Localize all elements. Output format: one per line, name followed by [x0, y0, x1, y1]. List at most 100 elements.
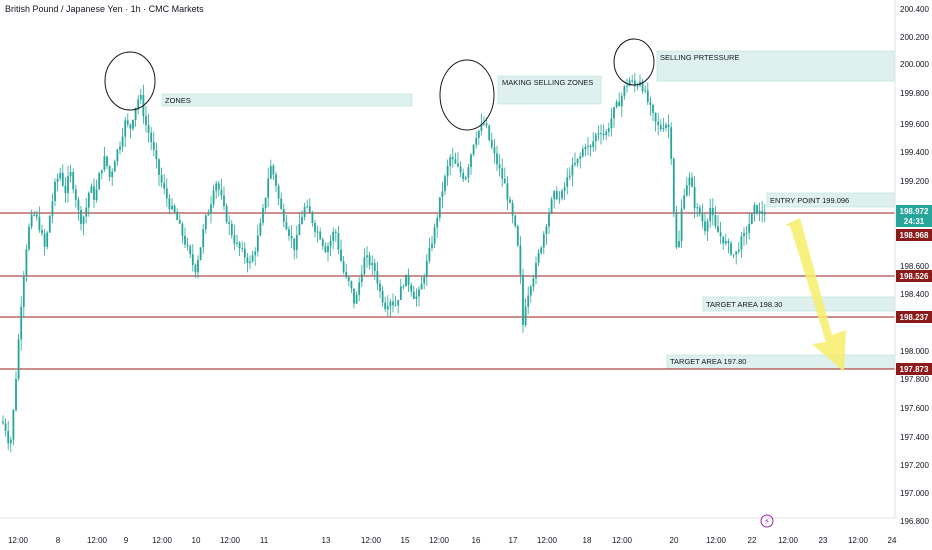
y-tick-label: 198.000: [900, 347, 929, 356]
candle-body: [631, 80, 634, 82]
candle-body: [392, 301, 394, 306]
candle-body: [98, 173, 101, 190]
candle-body: [207, 213, 210, 216]
candle-body: [249, 261, 251, 264]
x-tick-label: 12:00: [537, 536, 558, 545]
x-tick-label: 22: [748, 536, 757, 545]
candle-body: [652, 104, 654, 113]
candle-body: [711, 207, 714, 216]
candle-body: [106, 156, 108, 167]
candle-body: [672, 158, 675, 212]
candle-body: [592, 141, 595, 148]
candle-body: [12, 409, 15, 440]
candle-body: [457, 163, 459, 167]
candle-body: [329, 240, 332, 246]
candle-body: [145, 116, 147, 125]
candle-body: [441, 191, 444, 198]
candle-body: [511, 202, 514, 216]
candle-body: [59, 172, 62, 179]
candle-body: [470, 154, 472, 168]
annotation-zone[interactable]: [497, 75, 602, 105]
candle-body: [706, 221, 709, 232]
candle-body: [155, 149, 158, 160]
candle-body: [691, 177, 693, 187]
candle-body: [423, 277, 426, 284]
x-tick-label: 10: [192, 536, 201, 545]
highlight-circle: [613, 38, 655, 86]
candle-body: [566, 177, 569, 187]
candle-body: [589, 145, 592, 148]
annotation-zone[interactable]: [161, 93, 413, 107]
candle-body: [189, 246, 192, 255]
candle-body: [353, 288, 355, 304]
candle-body: [311, 212, 314, 223]
candle-body: [745, 232, 748, 234]
candle-body: [41, 230, 43, 234]
x-tick-label: 12:00: [848, 536, 869, 545]
candle-body: [626, 85, 628, 87]
candle-body: [451, 157, 454, 160]
candle-body: [475, 138, 478, 145]
candle-body: [732, 254, 735, 256]
candle-body: [373, 263, 376, 272]
candle-body: [750, 213, 753, 224]
candle-body: [269, 165, 272, 179]
candle-body: [763, 213, 766, 215]
candle-body: [433, 227, 436, 244]
candle-body: [724, 241, 727, 244]
y-tick-label: 199.200: [900, 177, 929, 186]
candle-body: [545, 226, 548, 235]
candle-body: [93, 186, 95, 200]
candle-body: [350, 281, 353, 289]
candle-body: [124, 120, 127, 137]
level-price-label: 198.237: [900, 313, 929, 322]
candle-body: [199, 247, 202, 260]
candle-body: [243, 248, 246, 258]
candle-body: [730, 243, 732, 255]
level-price-badge: [896, 270, 932, 282]
candle-body: [646, 90, 649, 102]
x-tick-label: 11: [260, 536, 269, 545]
x-tick-label: 12:00: [8, 536, 29, 545]
candle-body: [25, 249, 28, 276]
candle-body: [230, 224, 233, 236]
candle-body: [176, 211, 179, 221]
candle-body: [215, 183, 218, 191]
candle-body: [722, 236, 725, 244]
annotation-label: TARGET AREA 198.30: [706, 300, 782, 309]
candle-body: [532, 278, 535, 287]
candle-body: [615, 101, 618, 108]
candle-body: [542, 234, 545, 248]
candle-body: [654, 112, 657, 122]
candle-body: [665, 124, 667, 128]
candle-body: [163, 182, 166, 189]
candle-body: [184, 235, 186, 245]
candle-body: [753, 204, 756, 214]
candle-body: [459, 166, 462, 173]
candle-body: [137, 99, 140, 108]
x-tick-label: 13: [322, 536, 331, 545]
level-price-badge: [896, 229, 932, 241]
candle-body: [337, 232, 340, 250]
lightning-icon[interactable]: ⚡: [760, 514, 774, 528]
candle-body: [620, 96, 623, 107]
candle-body: [22, 275, 25, 307]
candle-body: [493, 147, 496, 154]
candle-body: [394, 305, 397, 307]
candle-body: [116, 149, 119, 162]
level-price-badge: [896, 363, 932, 375]
candle-body: [171, 205, 173, 210]
candle-body: [121, 136, 124, 147]
candle-body: [139, 94, 142, 100]
annotation-zone[interactable]: [656, 50, 896, 82]
candle-body: [246, 257, 249, 264]
candle-body: [574, 163, 576, 165]
candle-body: [415, 296, 418, 299]
candle-body: [308, 206, 311, 213]
candle-body: [173, 205, 176, 212]
candle-body: [298, 223, 301, 236]
candle-body: [576, 158, 579, 164]
candle-body: [485, 123, 488, 126]
y-tick-label: 197.600: [900, 404, 929, 413]
